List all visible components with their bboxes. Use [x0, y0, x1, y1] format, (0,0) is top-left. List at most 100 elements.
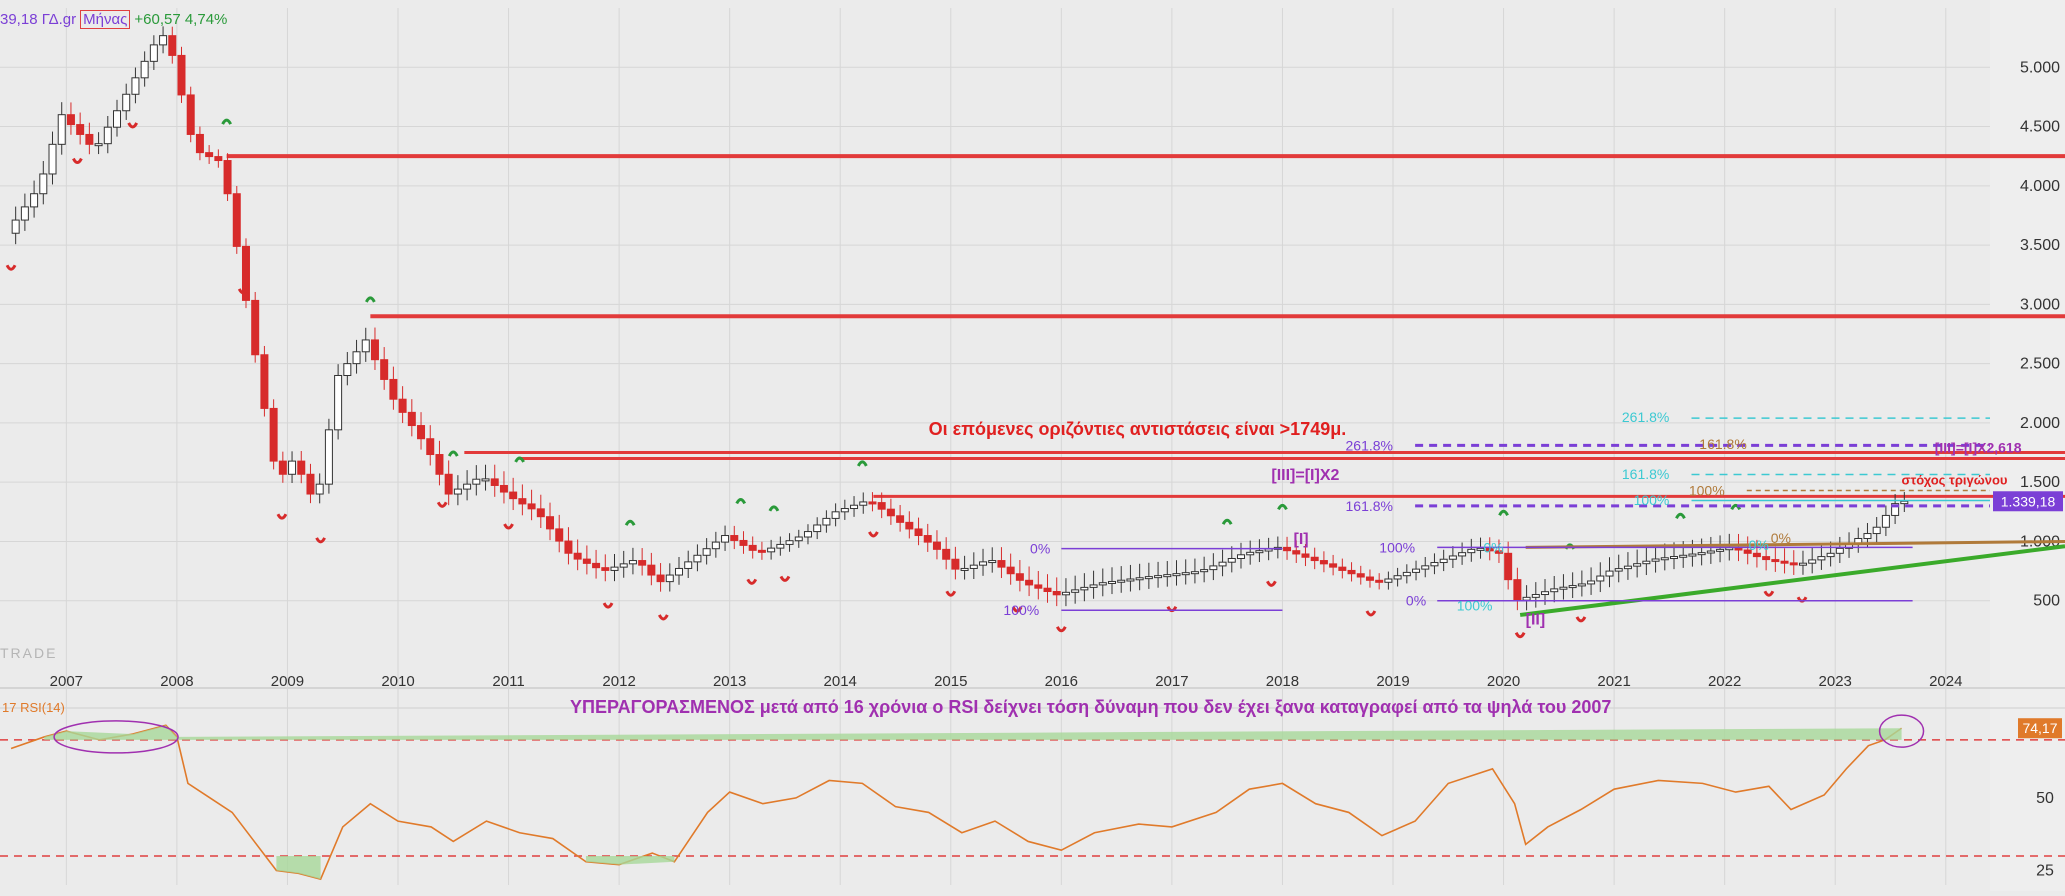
candle-body	[573, 552, 582, 560]
candle-body	[1190, 571, 1199, 575]
candle-body	[1347, 569, 1356, 575]
time-tick-label: 2013	[713, 673, 746, 690]
fractal-high-marker	[1730, 503, 1742, 511]
time-tick-label: 2011	[492, 673, 524, 690]
candle-body	[1817, 556, 1826, 561]
price-tick-label: 4.500	[2020, 119, 2060, 136]
candle-body	[1541, 591, 1550, 596]
candle-body	[380, 359, 389, 380]
candle-body	[536, 508, 545, 518]
candle-body	[315, 483, 324, 495]
y-axis-panel	[1990, 0, 2065, 891]
fractal-high-marker	[1277, 503, 1288, 511]
candle-body	[1448, 555, 1457, 560]
candle-body	[1605, 570, 1614, 577]
fib-level-label: 0%	[1771, 530, 1791, 546]
fractal-high-marker	[1675, 512, 1686, 520]
candle-body	[656, 574, 665, 583]
price-tick-label: 3.000	[2020, 296, 2060, 313]
fractal-low-marker	[72, 157, 83, 165]
candle-body	[370, 339, 379, 361]
candle-body	[149, 44, 158, 62]
candle-body	[297, 460, 306, 475]
candle-body	[1089, 584, 1098, 588]
fractal-low-marker	[868, 531, 879, 538]
time-tick-label: 2017	[1155, 673, 1188, 690]
candle-body	[1338, 566, 1347, 571]
time-tick-label: 2010	[381, 673, 414, 690]
candle-body	[914, 528, 923, 537]
candle-body	[426, 438, 435, 456]
fractal-low-marker	[1763, 590, 1775, 597]
candle-body	[813, 524, 822, 533]
candle-body	[923, 535, 932, 543]
candle-body	[131, 77, 140, 95]
fractal-low-marker	[1055, 626, 1067, 633]
candle-body	[905, 521, 914, 530]
candle-body	[1614, 568, 1623, 572]
rsi-last-tag	[2018, 718, 2062, 739]
fractal-low-marker	[503, 523, 514, 530]
candle-body	[785, 540, 794, 545]
fractal-low-marker	[1365, 610, 1377, 617]
fib-level-label: 261.8%	[1622, 409, 1669, 425]
candle-body	[1863, 533, 1872, 539]
candle-body	[1061, 591, 1070, 596]
candle-body	[113, 110, 122, 128]
candle-body	[886, 508, 895, 517]
candle-body	[306, 473, 315, 495]
candle-body	[822, 517, 831, 526]
candle-body	[1319, 560, 1328, 565]
candle-body	[1881, 514, 1890, 528]
time-tick-label: 2014	[824, 673, 857, 690]
candle-body	[1071, 589, 1080, 593]
candle-body	[417, 425, 426, 440]
time-tick-label: 2022	[1708, 673, 1741, 690]
candle-body	[1264, 548, 1273, 552]
fractal-low-marker	[5, 264, 17, 271]
chart-annotation: [III]=[I]X2,618	[1935, 440, 2022, 456]
price-tick-label: 2.000	[2020, 415, 2060, 432]
candle-body	[684, 561, 693, 569]
interval-selector[interactable]: Μήνας	[80, 9, 131, 29]
candle-body	[831, 511, 840, 519]
candle-body	[979, 561, 988, 566]
candle-body	[564, 540, 573, 554]
candle-body	[122, 93, 131, 112]
candle-body	[195, 133, 204, 154]
price-tick-label: 3.500	[2020, 237, 2060, 254]
candle-body	[1172, 573, 1181, 577]
candle-body	[1679, 554, 1688, 558]
time-tick-label: 2020	[1487, 673, 1520, 690]
candle-body	[1743, 549, 1752, 554]
candle-body	[1154, 575, 1163, 579]
candle-body	[1301, 553, 1310, 558]
fib-level-label: 0%	[1749, 537, 1769, 553]
candle-body	[94, 143, 103, 147]
candle-body	[1485, 547, 1494, 552]
candle-body	[1559, 586, 1568, 590]
price-tick-label: 500	[2033, 593, 2060, 610]
price-tick-label: 5.000	[2020, 59, 2060, 76]
candle-body	[1623, 565, 1632, 570]
candle-body	[11, 219, 20, 234]
candle-body	[1550, 588, 1559, 593]
candle-body	[205, 152, 214, 158]
candle-body	[361, 339, 370, 353]
candle-body	[1236, 554, 1245, 559]
candle-body	[960, 567, 969, 571]
last-price-tag	[1993, 491, 2063, 512]
chart-annotation: Οι επόμενες οριζόντιες αντιστάσεις είναι…	[929, 419, 1347, 440]
candle-body	[1752, 552, 1761, 558]
rsi-oversold-fill	[276, 855, 321, 880]
candle-body	[1006, 566, 1015, 575]
fractal-low-marker	[746, 578, 758, 585]
candle-body	[1108, 580, 1117, 584]
chart-annotation: [II]	[1526, 611, 1546, 628]
candle-body	[1633, 563, 1642, 567]
candle-body	[1144, 576, 1153, 580]
price-tick-label: 1.500	[2020, 474, 2060, 491]
candle-body	[1688, 553, 1697, 557]
fib-level-label: 161.8%	[1699, 436, 1746, 452]
